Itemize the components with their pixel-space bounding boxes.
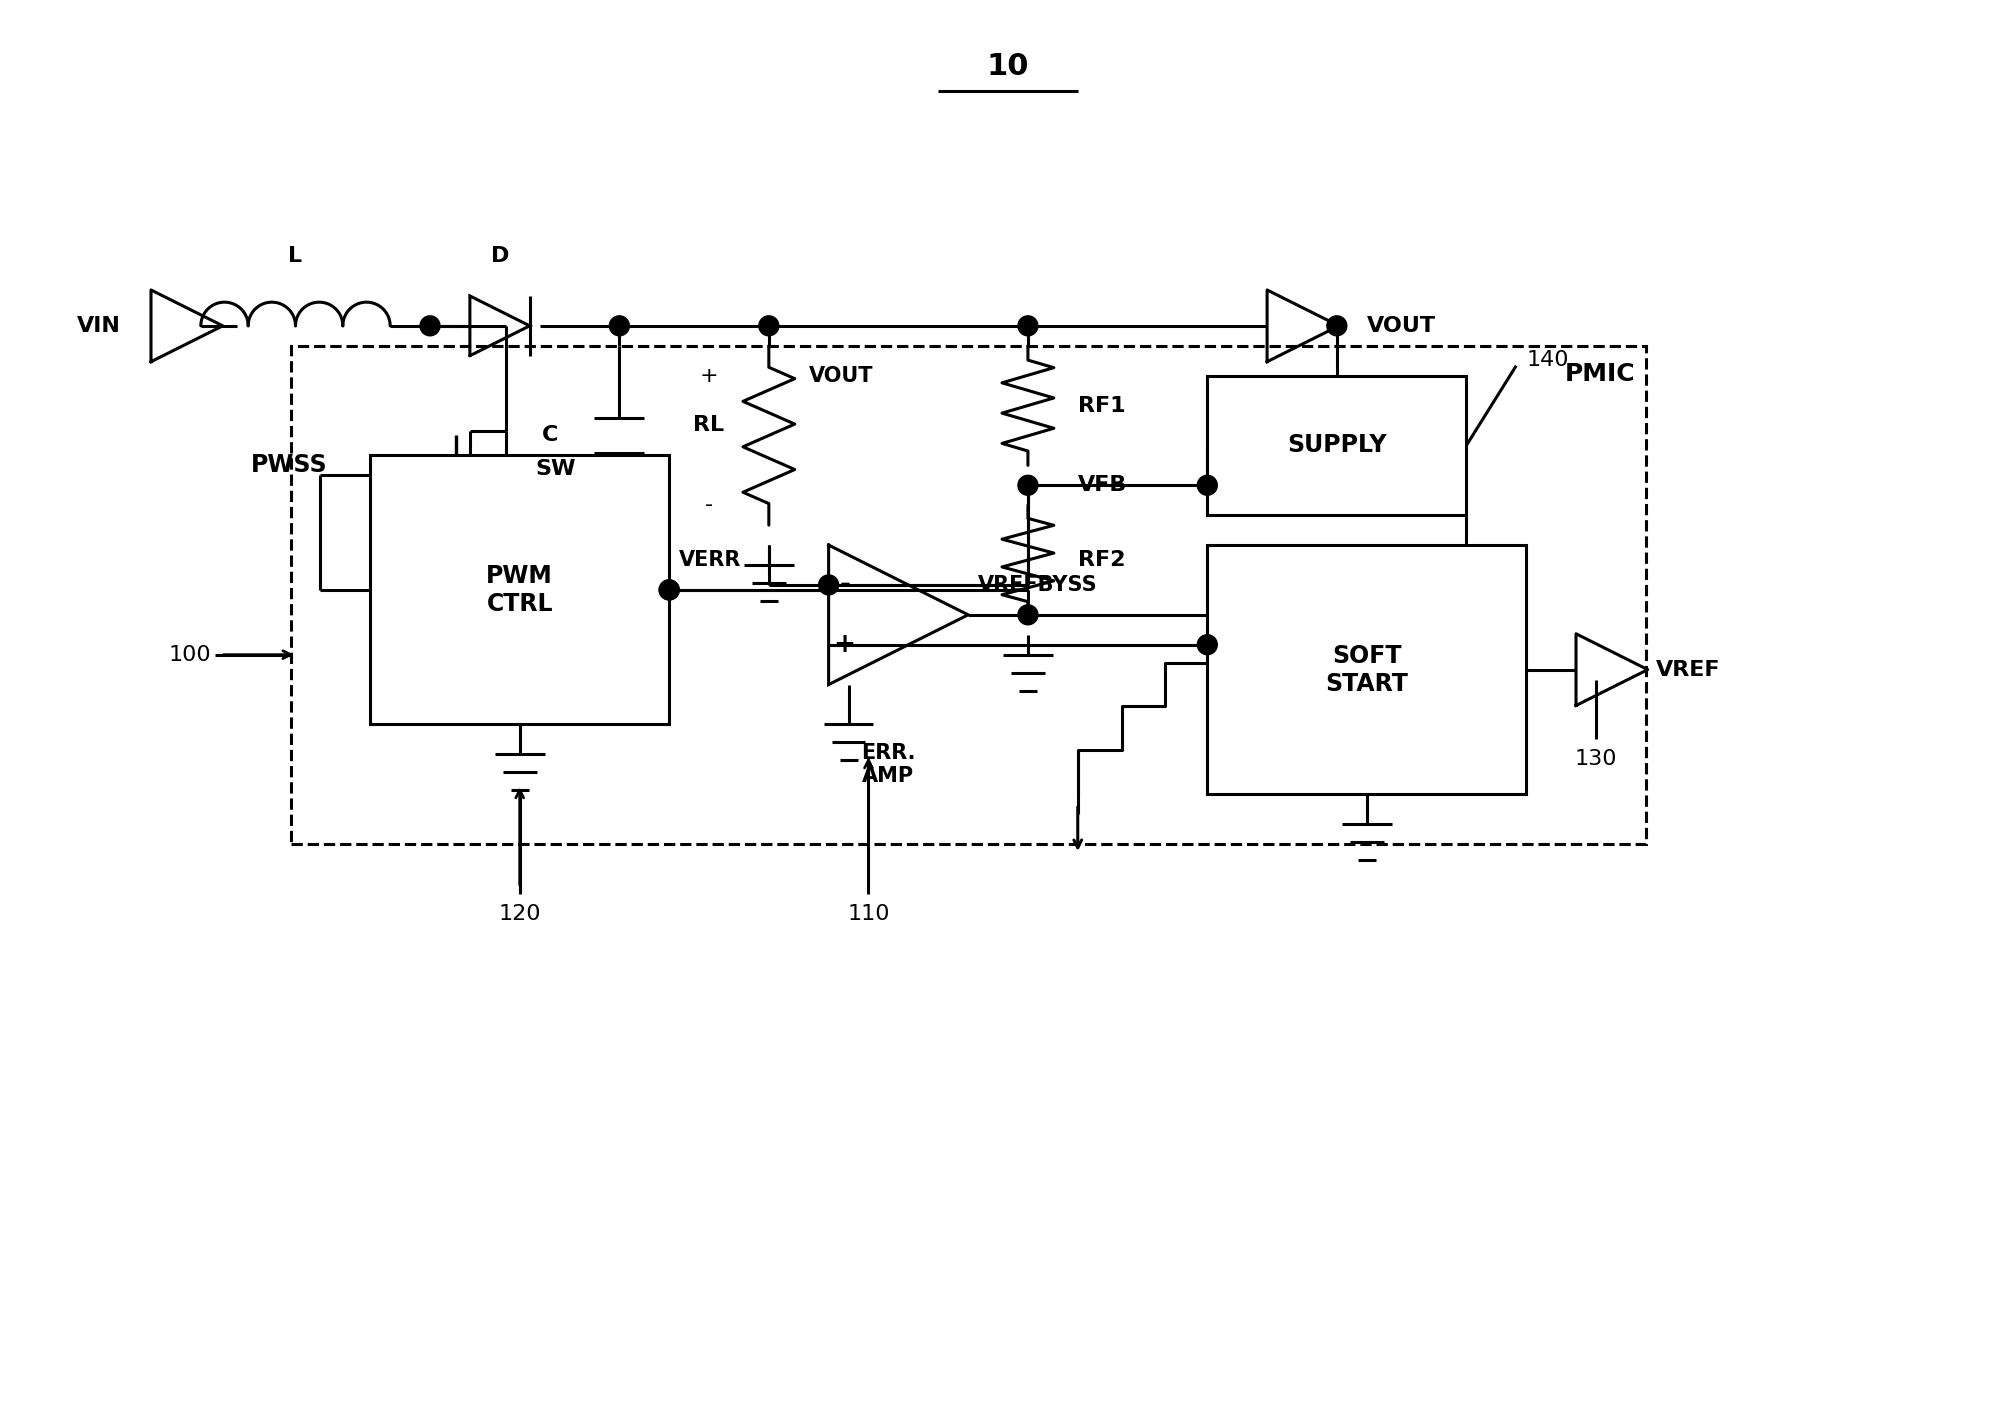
Circle shape [419, 316, 439, 335]
Text: SOFT
START: SOFT START [1325, 644, 1409, 696]
Bar [1208, 376, 1466, 516]
Text: 110: 110 [847, 903, 889, 924]
Circle shape [1198, 634, 1218, 655]
Text: 140: 140 [1526, 349, 1568, 369]
Circle shape [1018, 475, 1038, 495]
Circle shape [1018, 604, 1038, 624]
Circle shape [818, 575, 839, 595]
Text: +: + [700, 366, 718, 386]
Text: D: D [490, 247, 508, 266]
Circle shape [609, 316, 629, 335]
Text: VIN: VIN [77, 316, 121, 335]
Circle shape [1327, 316, 1347, 335]
Text: VOUT: VOUT [1367, 316, 1435, 335]
Text: RF1: RF1 [1079, 396, 1125, 416]
Text: RF2: RF2 [1079, 550, 1125, 571]
Text: VREF: VREF [1655, 659, 1720, 679]
Text: VFB: VFB [1079, 475, 1127, 496]
Circle shape [1018, 316, 1038, 335]
Text: L: L [288, 247, 302, 266]
Text: -: - [706, 495, 714, 516]
Circle shape [1198, 475, 1218, 495]
Circle shape [659, 581, 679, 600]
Text: -: - [839, 572, 851, 597]
Text: PMIC: PMIC [1564, 362, 1635, 386]
Text: RL: RL [694, 416, 724, 435]
Circle shape [758, 316, 778, 335]
Text: VOUT: VOUT [808, 366, 873, 386]
Text: 10: 10 [986, 52, 1030, 82]
Text: PWM
CTRL: PWM CTRL [486, 564, 552, 616]
Text: 120: 120 [498, 903, 540, 924]
Text: +: + [833, 631, 855, 658]
Text: SUPPLY: SUPPLY [1286, 434, 1387, 458]
Text: VERR: VERR [679, 550, 742, 571]
Text: ERR.
AMP: ERR. AMP [861, 743, 915, 786]
Text: PWSS: PWSS [250, 454, 327, 478]
Bar [290, 345, 1645, 844]
Bar [1208, 545, 1526, 795]
Text: 130: 130 [1574, 750, 1617, 769]
Text: C: C [542, 426, 558, 445]
Text: VREFBYSS: VREFBYSS [978, 575, 1099, 595]
Bar [371, 455, 669, 724]
Text: 100: 100 [167, 645, 212, 665]
Circle shape [659, 581, 679, 600]
Text: SW: SW [536, 459, 577, 479]
